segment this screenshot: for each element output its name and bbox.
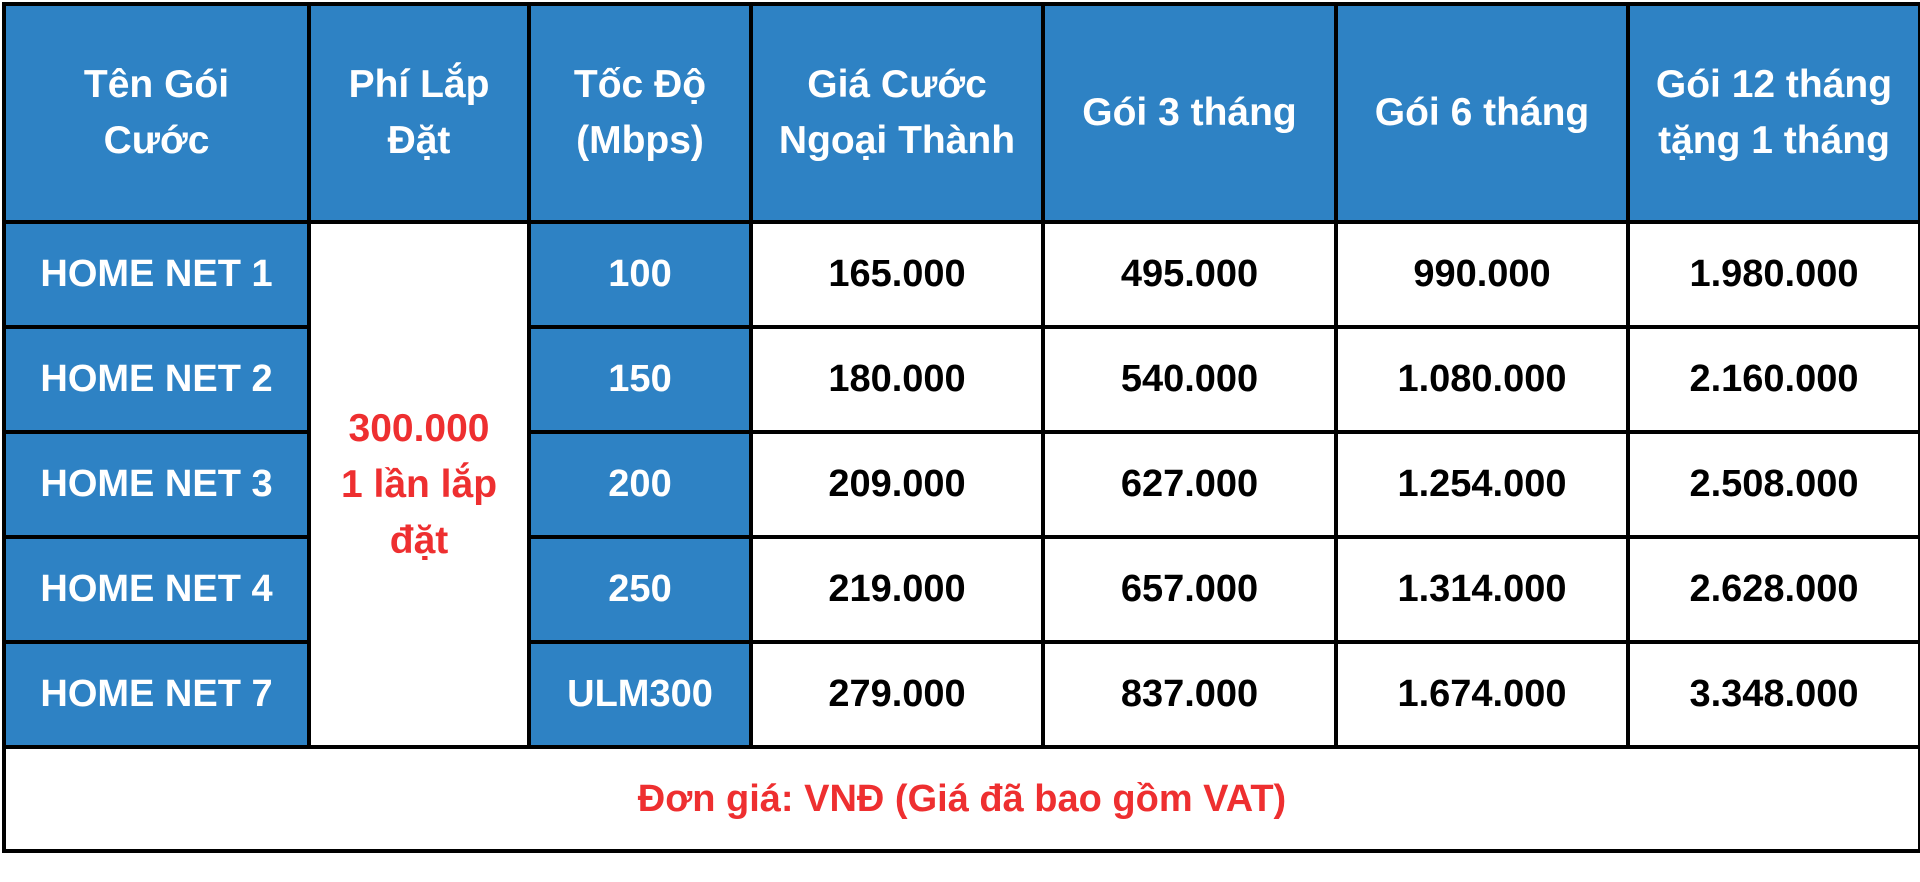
package-name-cell: HOME NET 7 [2,640,311,749]
table-row: HOME NET 4 250 219.000 657.000 1.314.000… [2,535,1920,644]
price-3m-cell: 495.000 [1041,220,1338,329]
price-12m-cell: 2.628.000 [1626,535,1920,644]
header-speed: Tốc Độ (Mbps) [527,2,753,224]
header-line: Đặt [387,119,451,162]
footer-row: Đơn giá: VNĐ (Giá đã bao gồm VAT) [2,745,1920,853]
price-table: Tên Gói Cước Phí Lắp Đặt Tốc Độ (Mbps) G… [2,2,1920,853]
price-unit-note: Đơn giá: VNĐ (Giá đã bao gồm VAT) [2,745,1920,853]
install-fee-amount: 300.000 [348,406,490,450]
suburban-price-cell: 209.000 [749,430,1045,539]
suburban-price-cell: 165.000 [749,220,1045,329]
price-6m-cell: 1.080.000 [1334,325,1630,434]
price-6m-cell: 990.000 [1334,220,1630,329]
header-3-months: Gói 3 tháng [1041,2,1338,224]
price-3m-cell: 627.000 [1041,430,1338,539]
table-row: HOME NET 3 200 209.000 627.000 1.254.000… [2,430,1920,539]
table-row: HOME NET 2 150 180.000 540.000 1.080.000… [2,325,1920,434]
price-3m-cell: 837.000 [1041,640,1338,749]
header-line: Giá Cước [807,63,987,106]
header-line: Gói 12 tháng [1655,63,1893,106]
header-line: Gói 3 tháng [1082,91,1297,134]
header-line: tặng 1 tháng [1658,119,1890,162]
speed-cell: 100 [527,220,753,329]
header-line: Ngoại Thành [778,119,1016,162]
package-name-cell: HOME NET 1 [2,220,311,329]
price-6m-cell: 1.674.000 [1334,640,1630,749]
header-6-months: Gói 6 tháng [1334,2,1630,224]
suburban-price-cell: 180.000 [749,325,1045,434]
speed-cell: 200 [527,430,753,539]
table-row: HOME NET 7 ULM300 279.000 837.000 1.674.… [2,640,1920,749]
package-name-cell: HOME NET 4 [2,535,311,644]
price-6m-cell: 1.314.000 [1334,535,1630,644]
install-fee-note: đặt [389,518,449,562]
header-package-name: Tên Gói Cước [2,2,311,224]
price-12m-cell: 3.348.000 [1626,640,1920,749]
package-name-cell: HOME NET 2 [2,325,311,434]
price-6m-cell: 1.254.000 [1334,430,1630,539]
price-3m-cell: 657.000 [1041,535,1338,644]
package-name-cell: HOME NET 3 [2,430,311,539]
table-row: HOME NET 1 300.000 1 lần lắp đặt 100 165… [2,220,1920,749]
speed-cell: ULM300 [527,640,753,749]
speed-cell: 150 [527,325,753,434]
header-line: Cước [103,119,210,162]
header-row: Tên Gói Cước Phí Lắp Đặt Tốc Độ (Mbps) G… [2,2,1920,224]
header-line: Tên Gói [83,63,230,106]
suburban-price-cell: 279.000 [749,640,1045,749]
header-install-fee: Phí Lắp Đặt [307,2,531,224]
suburban-price-cell: 219.000 [749,535,1045,644]
header-line: Phí Lắp [348,63,490,106]
header-line: Tốc Độ [573,63,707,106]
install-fee-cell: 300.000 1 lần lắp đặt [307,220,531,749]
header-suburban-price: Giá Cước Ngoại Thành [749,2,1045,224]
price-12m-cell: 1.980.000 [1626,220,1920,329]
price-12m-cell: 2.508.000 [1626,430,1920,539]
header-line: (Mbps) [576,119,704,162]
price-12m-cell: 2.160.000 [1626,325,1920,434]
header-line: Gói 6 tháng [1374,91,1590,134]
price-3m-cell: 540.000 [1041,325,1338,434]
speed-cell: 250 [527,535,753,644]
header-12-months: Gói 12 tháng tặng 1 tháng [1626,2,1920,224]
install-fee-note: 1 lần lắp [340,462,498,506]
